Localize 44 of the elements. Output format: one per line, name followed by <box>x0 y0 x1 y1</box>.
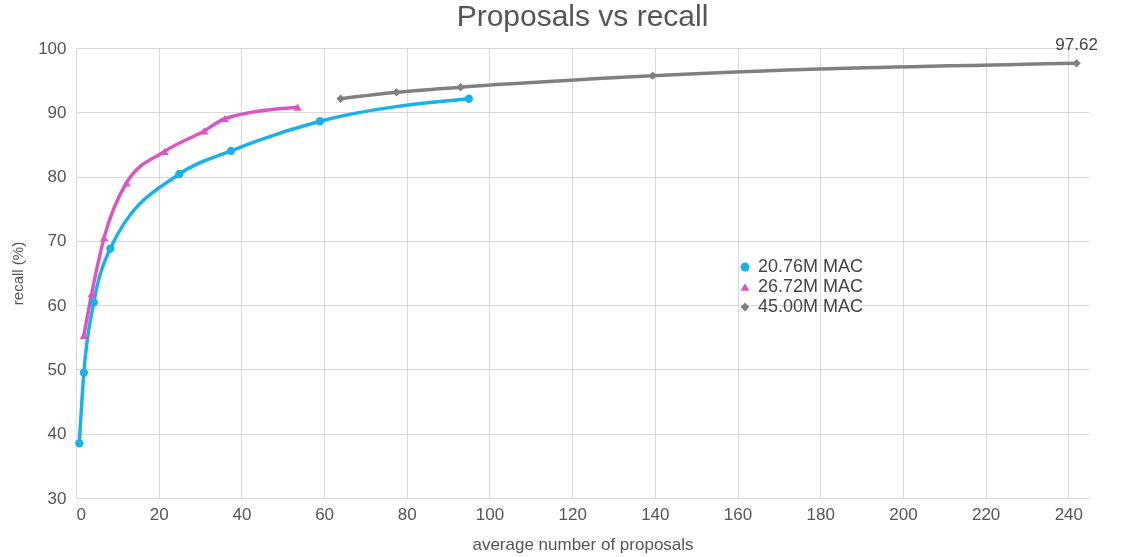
x-tick-label: 0 <box>76 504 86 524</box>
point <box>220 115 230 123</box>
x-tick-label: 220 <box>971 504 1001 524</box>
x-tick-label: 20 <box>149 504 169 524</box>
y-tick-label: 80 <box>47 167 67 187</box>
point <box>315 117 325 126</box>
point <box>122 179 131 187</box>
y-tick-label: 40 <box>47 424 67 444</box>
x-tick-label: 180 <box>806 504 835 524</box>
point <box>392 88 401 97</box>
chart-title: Proposals vs recall <box>456 0 709 33</box>
point <box>89 298 98 307</box>
y-tick-label: 60 <box>47 295 67 315</box>
x-tick-label: 80 <box>397 504 417 524</box>
x-tick-label: 140 <box>641 504 670 524</box>
point <box>99 234 109 242</box>
legend-label: 45.00M MAC <box>758 296 864 316</box>
annotation: 97.62 <box>1055 35 1098 55</box>
point <box>293 103 302 111</box>
point <box>336 94 345 103</box>
legend-label: 26.72M MAC <box>758 276 864 296</box>
x-tick-label: 160 <box>723 504 753 524</box>
x-tick-label: 40 <box>232 504 252 524</box>
point <box>456 83 465 92</box>
point <box>175 169 184 179</box>
point <box>464 94 473 103</box>
y-axis-title: recall (%) <box>9 241 27 306</box>
point <box>75 439 84 448</box>
x-tick-label: 200 <box>889 504 918 524</box>
point <box>199 127 209 135</box>
x-axis-title: average number of proposals <box>472 534 694 554</box>
x-tick-label: 240 <box>1054 504 1084 524</box>
x-tick-label: 60 <box>315 504 335 524</box>
x-tick-label: 100 <box>475 504 505 524</box>
y-tick-label: 90 <box>47 102 67 122</box>
x-tick-label: 120 <box>558 504 587 524</box>
y-tick-label: 50 <box>47 359 67 379</box>
point <box>79 368 89 377</box>
point <box>106 244 115 253</box>
point <box>226 146 236 156</box>
y-tick-label: 30 <box>47 488 67 508</box>
y-tick-label: 70 <box>47 231 67 251</box>
y-tick-label: 100 <box>38 38 67 58</box>
legend-label: 20.76M MAC <box>758 256 864 276</box>
